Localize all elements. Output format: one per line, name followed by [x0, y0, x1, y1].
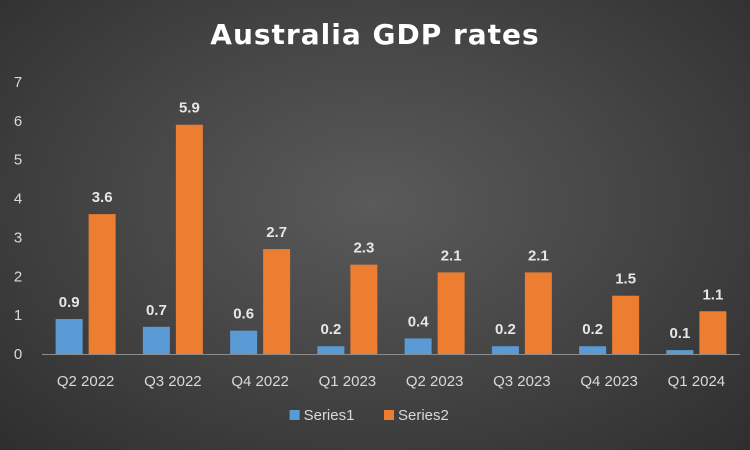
bar-group-1: [142, 326, 170, 354]
bar-series1: [491, 346, 519, 354]
x-tick-label: Q3 2023: [493, 373, 551, 390]
y-tick-label: 4: [14, 191, 22, 208]
x-tick-label: Q2 2022: [57, 373, 115, 390]
data-label: 1.1: [702, 286, 723, 303]
bar-group-2: [88, 214, 116, 354]
data-label: 1.5: [615, 271, 636, 288]
bar-group-2: [524, 272, 552, 354]
legend-label: Series1: [304, 407, 355, 424]
y-tick-label: 2: [14, 268, 22, 285]
bar-series2: [263, 249, 291, 354]
bar-series1: [55, 319, 83, 354]
data-label: 0.4: [408, 313, 430, 330]
bar-group-2: [437, 272, 465, 354]
chart-title: Australia GDP rates: [210, 18, 540, 51]
x-tick-label: Q1 2024: [668, 373, 726, 390]
bar-series2: [175, 124, 203, 354]
data-label: 0.2: [495, 321, 516, 338]
data-label: 3.6: [92, 189, 113, 206]
x-tick-label: Q3 2022: [144, 373, 202, 390]
bar-group-2: [612, 295, 640, 354]
bar-series1: [579, 346, 607, 354]
bar-series1: [404, 338, 432, 354]
data-label: 0.2: [320, 321, 341, 338]
x-tick-label: Q4 2023: [580, 373, 638, 390]
y-tick-label: 6: [14, 113, 22, 130]
data-label: 0.6: [233, 306, 254, 323]
bar-group-2: [699, 311, 727, 354]
bar-series2: [88, 214, 116, 354]
data-label: 2.3: [353, 240, 374, 257]
legend-label: Series2: [398, 407, 449, 424]
bar-group-1: [230, 330, 258, 354]
bar-series1: [666, 350, 694, 354]
bar-series2: [612, 295, 640, 354]
x-tick-label: Q4 2022: [231, 373, 289, 390]
x-tick-label: Q1 2023: [319, 373, 377, 390]
bar-group-1: [317, 346, 345, 354]
y-tick-label: 0: [14, 346, 22, 363]
bar-group-1: [579, 346, 607, 354]
bar-series1: [142, 326, 170, 354]
legend-swatch-series2: [384, 410, 394, 420]
data-label: 0.1: [669, 325, 690, 342]
data-label: 2.1: [441, 247, 462, 264]
bar-group-2: [175, 124, 203, 354]
bar-group-1: [491, 346, 519, 354]
bar-series2: [524, 272, 552, 354]
bar-group-1: [666, 350, 694, 354]
legend-swatch-series1: [289, 410, 300, 420]
bar-series1: [230, 330, 258, 354]
data-label: 2.1: [528, 247, 549, 264]
data-label: 0.9: [59, 294, 80, 311]
bar-series1: [317, 346, 345, 354]
data-label: 5.9: [179, 100, 200, 117]
bar-group-2: [350, 264, 378, 354]
y-tick-label: 5: [14, 152, 22, 169]
bar-group-2: [263, 249, 291, 354]
data-label: 0.7: [146, 302, 167, 319]
bar-group-1: [55, 319, 83, 354]
bar-group-1: [404, 338, 432, 354]
bar-series2: [699, 311, 727, 354]
y-tick-label: 1: [14, 307, 22, 324]
data-label: 2.7: [266, 224, 287, 241]
y-tick-label: 7: [14, 74, 22, 91]
y-tick-label: 3: [14, 229, 22, 246]
x-tick-label: Q2 2023: [406, 373, 464, 390]
data-label: 0.2: [582, 321, 603, 338]
bar-series2: [437, 272, 465, 354]
bar-series2: [350, 264, 378, 354]
